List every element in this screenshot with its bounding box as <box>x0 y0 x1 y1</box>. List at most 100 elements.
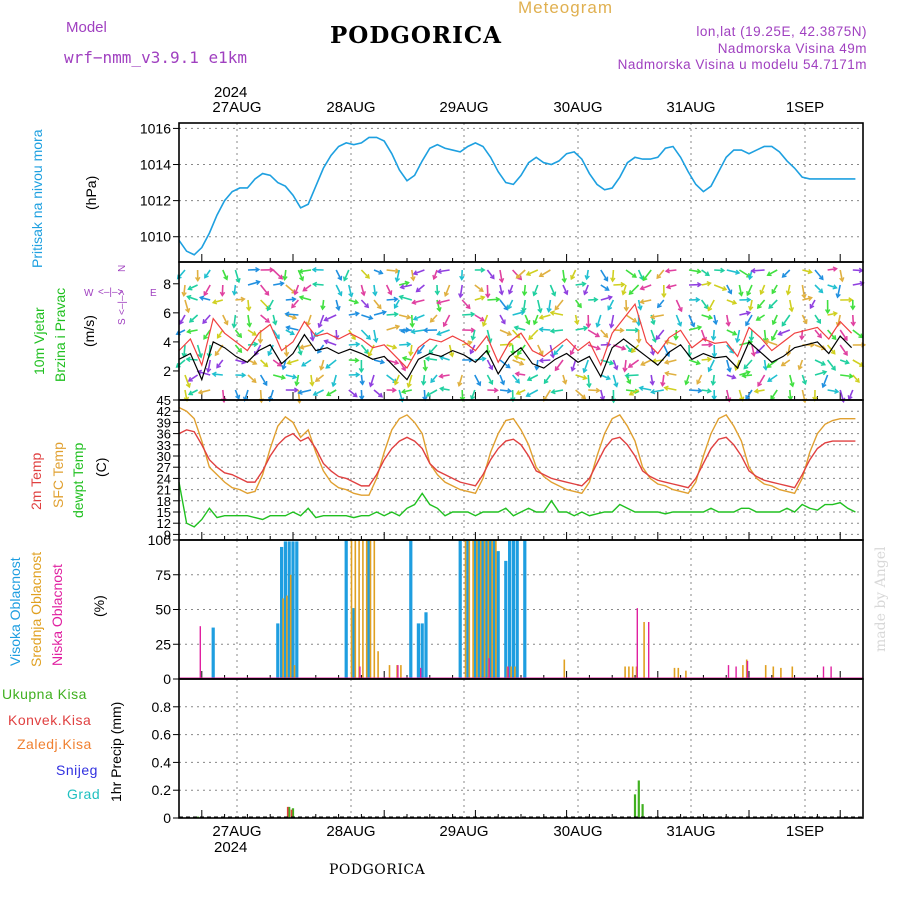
wind-arrow <box>335 269 342 281</box>
wind-arrow-head <box>605 375 612 381</box>
wind-arrow <box>398 281 409 286</box>
cloud-mid-bar <box>377 651 379 679</box>
wind-arrow-head <box>485 293 491 299</box>
wind-arrow-head <box>506 388 513 394</box>
wind-arrow-head <box>401 366 406 372</box>
wind-arrow-head <box>711 352 718 358</box>
precip-grad-label: Grad <box>67 786 101 802</box>
wind-arrow <box>754 389 765 393</box>
wind-arrow-head <box>493 387 499 393</box>
wind-arrow <box>474 284 484 292</box>
wind-arrow <box>198 389 211 394</box>
cloud-mid-bar <box>635 666 638 679</box>
wind-arrow-head <box>582 368 588 374</box>
wind-arrow-head <box>763 339 770 345</box>
wind-arrow <box>665 269 677 272</box>
wind-arrow-head <box>835 293 841 299</box>
wind-arrow <box>739 311 751 316</box>
wind-arrow-head <box>237 333 243 339</box>
wind-arrow <box>474 374 481 386</box>
wind-arrow-head <box>515 378 520 384</box>
wind-arrow-head <box>834 388 840 394</box>
wind-arrow-head <box>479 316 485 322</box>
wind-arrow-head <box>376 304 382 310</box>
wind-arrow <box>348 389 358 398</box>
wind-arrow <box>428 344 438 355</box>
wind-arrow <box>422 374 426 385</box>
wind-arrow-head <box>500 380 506 386</box>
wind-arrow-head <box>664 268 670 274</box>
wind-arrow <box>512 329 521 339</box>
wind-arrow-head <box>400 328 406 334</box>
wind-arrow-head <box>583 290 589 296</box>
wind-arrow <box>184 374 191 388</box>
wind-arrow <box>852 269 863 272</box>
wind-arrow-head <box>393 296 399 303</box>
wind-arrow <box>179 314 186 325</box>
wind-arrow <box>373 389 383 398</box>
wind-arrow <box>688 326 702 331</box>
wind-arrow <box>612 359 618 370</box>
wind-arrow <box>827 284 837 289</box>
wind-arrow <box>507 299 514 310</box>
wind-arrow-head <box>283 351 290 358</box>
wind-arrow <box>260 359 268 367</box>
wind-arrow <box>401 329 412 333</box>
wind-arrow <box>826 359 836 371</box>
day-label-top: 31AUG <box>666 99 716 116</box>
wind-arrow-head <box>594 332 601 338</box>
wind-arrow <box>852 374 860 383</box>
wind-arrow-head <box>299 276 305 282</box>
wind-arrow <box>287 359 299 365</box>
day-label-bottom: 28AUG <box>326 823 376 840</box>
wind-arrow-head <box>216 333 222 339</box>
model-label: Model <box>66 19 107 36</box>
wind-arrow <box>285 329 295 336</box>
sfc-temp-line <box>178 406 856 496</box>
y-tick-label: 39 <box>157 415 171 430</box>
wind-arrow-head <box>831 335 837 341</box>
cloud-mid-bar <box>362 540 364 679</box>
cloud-mid-bar <box>506 666 509 679</box>
wind-arrow-head <box>412 315 418 321</box>
wind-arrow <box>738 389 744 401</box>
wind-arrow-head <box>696 379 702 385</box>
wind-arrow-head <box>839 277 845 283</box>
wind-arrow-head <box>767 377 773 382</box>
wind-arrow-head <box>197 389 204 395</box>
wind-arrow <box>607 299 615 310</box>
wind-arrow <box>666 284 677 289</box>
cloud-low-bar <box>488 658 490 679</box>
wind-arrow <box>234 269 240 283</box>
wind-arrow <box>470 389 476 400</box>
wind-arrow <box>203 329 211 340</box>
wind-arrow-head <box>538 314 544 320</box>
wind-arrow-head <box>745 395 751 401</box>
wind-arrow <box>247 280 260 286</box>
wind-arrow <box>260 314 270 323</box>
coords-label: lon,lat (19.25E, 42.3875N) <box>696 24 867 39</box>
wind-arrow <box>575 374 587 380</box>
wind-arrow-head <box>595 345 602 351</box>
wind-arrow-head <box>755 348 761 354</box>
wind-arrow <box>499 329 512 336</box>
wind-arrow <box>827 312 837 316</box>
wind-arrow-head <box>785 351 792 357</box>
wind-arrow-head <box>561 277 567 284</box>
y-tick-label: 0 <box>163 810 171 826</box>
wind-arrow-head <box>515 273 521 279</box>
wind-arrow-head <box>766 271 772 277</box>
wind-arrow-head <box>517 275 523 281</box>
wind-arrow-head <box>781 272 787 278</box>
wind-arrow-head <box>848 297 854 303</box>
wind-arrow <box>801 374 807 385</box>
model-name: wrf−nmm_v3.9.1 e1km <box>64 48 248 67</box>
wind-arrow-head <box>470 335 476 341</box>
wind-arrow-head <box>528 335 534 341</box>
wind-arrow <box>411 329 425 333</box>
wind-arrow-head <box>311 281 318 288</box>
wind-arrow-head <box>268 396 274 403</box>
wind-arrow-head <box>639 298 645 305</box>
wind-arrow <box>639 386 652 391</box>
wind-arrow <box>852 329 863 339</box>
